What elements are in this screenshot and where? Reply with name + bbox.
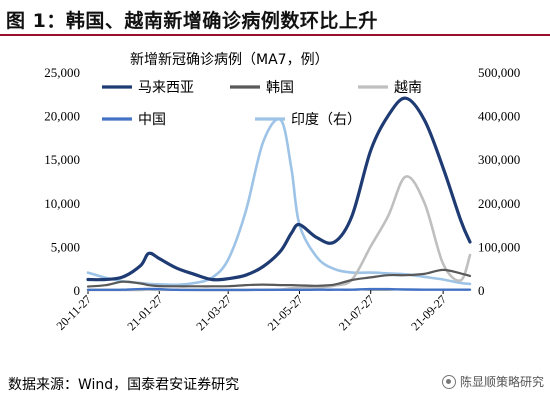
series-line-3 [86, 175, 472, 292]
left-axis-tick: 25,000 [44, 65, 80, 80]
right-axis-tick: 500,000 [478, 65, 520, 80]
legend-label: 印度（右） [291, 112, 361, 128]
x-axis-tick: 20-11-27 [53, 292, 94, 333]
legend-label: 韩国 [266, 80, 294, 96]
legend-label: 越南 [394, 80, 422, 96]
x-axis-tick: 21-05-27 [265, 292, 306, 333]
right-axis-tick: 300,000 [478, 152, 520, 167]
watermark: 陈显顺策略研究 [441, 373, 544, 390]
legend-label: 中国 [138, 112, 166, 128]
x-axis-tick: 21-09-27 [408, 292, 449, 333]
left-axis-tick: 15,000 [44, 152, 80, 167]
right-axis-tick: 0 [478, 283, 485, 298]
series-line-1 [86, 96, 472, 282]
title-bar: 图 1：韩国、越南新增确诊病例数环比上升 [0, 0, 550, 36]
right-axis-tick: 200,000 [478, 196, 520, 211]
series-line-4 [86, 287, 472, 292]
legend-label: 马来西亚 [138, 80, 194, 96]
x-axis-tick: 21-03-27 [193, 292, 234, 333]
left-axis-tick: 5,000 [51, 239, 80, 254]
x-axis-tick: 21-07-27 [336, 292, 377, 333]
figure-title: 图 1：韩国、越南新增确诊病例数环比上升 [6, 10, 378, 32]
right-axis-tick: 100,000 [478, 239, 520, 254]
series-line-2 [86, 268, 472, 288]
left-axis-tick: 10,000 [44, 196, 80, 211]
wechat-icon [441, 374, 456, 389]
right-axis-tick: 400,000 [478, 109, 520, 124]
left-axis-tick: 0 [74, 283, 81, 298]
left-axis-tick: 20,000 [44, 109, 80, 124]
data-source: 数据来源：Wind，国泰君安证券研究 [8, 377, 240, 393]
watermark-text: 陈显顺策略研究 [459, 375, 544, 389]
x-axis-tick: 21-01-27 [124, 292, 165, 333]
chart-subtitle: 新增新冠确诊病例（MA7，例） [130, 52, 329, 68]
